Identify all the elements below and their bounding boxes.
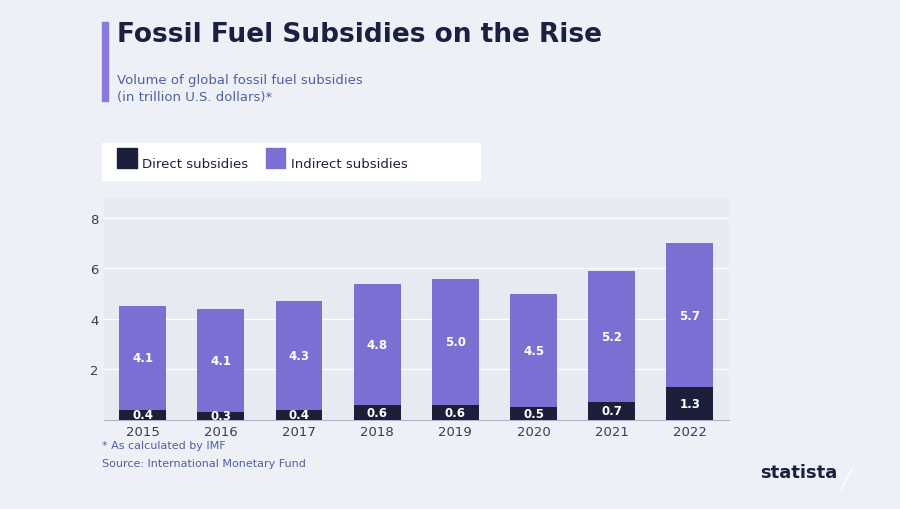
Text: 5.0: 5.0 — [445, 335, 466, 349]
Bar — [589, 271, 635, 402]
Text: 4.1: 4.1 — [132, 352, 153, 365]
Text: 4.3: 4.3 — [289, 349, 310, 362]
Text: 1.3: 1.3 — [680, 397, 700, 410]
Bar — [510, 294, 557, 407]
Text: statista: statista — [760, 463, 838, 481]
Text: 0.6: 0.6 — [366, 406, 388, 419]
Text: * As calculated by IMF: * As calculated by IMF — [102, 440, 225, 450]
Text: 0.4: 0.4 — [289, 408, 310, 421]
Text: Direct subsidies: Direct subsidies — [142, 157, 248, 171]
Bar — [119, 307, 166, 410]
Text: 4.8: 4.8 — [366, 338, 388, 351]
Text: 0.6: 0.6 — [445, 406, 466, 419]
Text: Fossil Fuel Subsidies on the Rise: Fossil Fuel Subsidies on the Rise — [117, 22, 602, 48]
Text: Volume of global fossil fuel subsidies
(in trillion U.S. dollars)*: Volume of global fossil fuel subsidies (… — [117, 74, 363, 104]
Text: 4.1: 4.1 — [211, 354, 231, 367]
Text: 4.5: 4.5 — [523, 344, 544, 357]
Bar — [432, 405, 479, 420]
Text: 0.4: 0.4 — [132, 408, 153, 421]
Text: 5.2: 5.2 — [601, 330, 622, 344]
Text: Indirect subsidies: Indirect subsidies — [291, 157, 408, 171]
Bar — [275, 302, 322, 410]
Text: 0.3: 0.3 — [211, 410, 231, 422]
Bar — [589, 402, 635, 420]
Bar — [666, 387, 714, 420]
Text: 0.7: 0.7 — [601, 405, 622, 417]
Text: 5.7: 5.7 — [680, 309, 700, 322]
Bar — [432, 279, 479, 405]
Text: Source: International Monetary Fund: Source: International Monetary Fund — [102, 458, 306, 468]
Text: 0.5: 0.5 — [523, 407, 544, 420]
Bar — [354, 405, 400, 420]
Text: ╱: ╱ — [841, 467, 853, 489]
Bar — [510, 407, 557, 420]
Bar — [119, 410, 166, 420]
Bar — [354, 284, 400, 405]
Bar — [666, 244, 714, 387]
Bar — [197, 412, 244, 420]
Bar — [275, 410, 322, 420]
Bar — [197, 309, 244, 412]
